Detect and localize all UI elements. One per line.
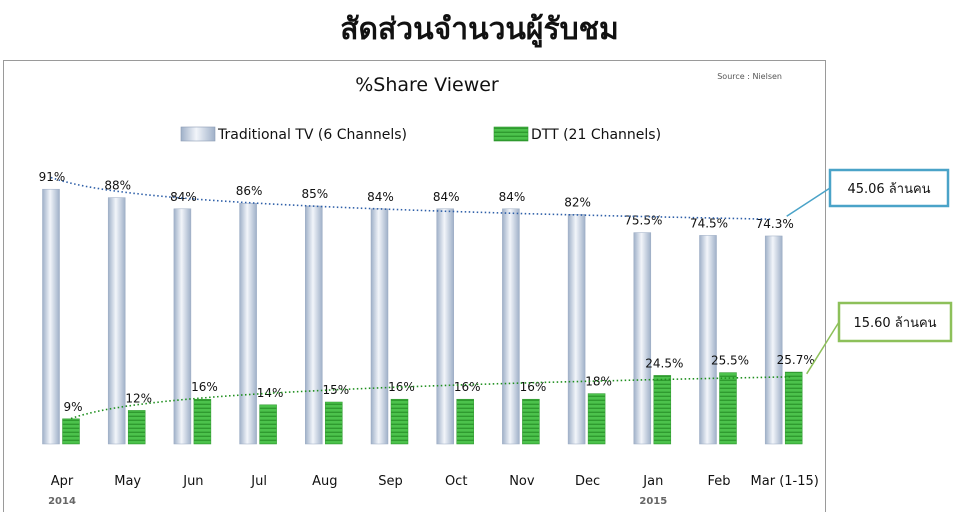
plot-area: 91%9%Apr88%12%May84%16%Jun86%14%Jul85%15… <box>39 170 819 507</box>
x-tick-label: Mar (1-15) <box>751 474 819 489</box>
data-label-traditional-tv: 82% <box>564 195 591 209</box>
data-label-traditional-tv: 74.5% <box>690 216 728 230</box>
bar-traditional-tv <box>567 214 586 445</box>
bar-dtt <box>719 372 737 445</box>
trend-line-traditional-tv <box>50 176 772 220</box>
bar-dtt <box>259 404 277 445</box>
bar-traditional-tv <box>502 208 520 445</box>
bar-traditional-tv <box>173 208 192 445</box>
x-tick-label: Sep <box>378 474 403 489</box>
share-viewer-chart: %Share Viewer Source : Nielsen Tradition… <box>39 72 819 507</box>
callout-text: 45.06 ล้านคน <box>847 182 930 197</box>
x-tick-label: Feb <box>707 474 730 489</box>
data-label-dtt: 12% <box>125 391 152 405</box>
callout-text: 15.60 ล้านคน <box>853 316 936 331</box>
data-label-dtt: 16% <box>191 380 218 394</box>
x-tick-label: Jul <box>250 474 267 489</box>
data-label-dtt: 15% <box>322 383 349 397</box>
data-label-dtt: 24.5% <box>645 356 683 370</box>
x-tick-label: Jan <box>642 474 663 489</box>
legend-swatch-traditional-tv <box>180 126 216 142</box>
data-label-traditional-tv: 88% <box>104 179 131 193</box>
data-label-dtt: 16% <box>454 380 481 394</box>
bar-dtt <box>62 418 80 445</box>
bar-traditional-tv <box>305 205 323 445</box>
data-label-traditional-tv: 86% <box>236 184 263 198</box>
bar-traditional-tv <box>239 202 257 445</box>
data-label-traditional-tv: 84% <box>367 190 394 204</box>
bar-traditional-tv <box>764 235 783 445</box>
x-tick-label: Dec <box>575 474 600 489</box>
bar-traditional-tv <box>370 208 389 445</box>
chart-title: %Share Viewer <box>355 74 499 96</box>
source-note: Source : Nielsen <box>717 72 782 81</box>
year-label: 2014 <box>48 496 76 507</box>
chart-frame: %Share Viewer Source : Nielsen Tradition… <box>3 60 826 512</box>
data-label-dtt: 25.5% <box>711 354 749 368</box>
page-title: สัดส่วนจำนวนผู้รับชม <box>340 12 619 47</box>
bar-traditional-tv <box>633 232 652 445</box>
legend-swatch-dtt <box>493 126 529 142</box>
x-tick-label: Jun <box>182 474 203 489</box>
x-tick-label: May <box>114 474 141 489</box>
x-tick-label: Aug <box>312 474 337 489</box>
data-label-traditional-tv: 84% <box>433 190 460 204</box>
data-label-traditional-tv: 84% <box>499 190 526 204</box>
bar-dtt <box>587 393 606 445</box>
callout-box <box>828 168 950 208</box>
legend-label-dtt: DTT (21 Channels) <box>531 127 661 143</box>
legend: Traditional TV (6 Channels) DTT (21 Chan… <box>180 126 661 143</box>
data-label-traditional-tv: 85% <box>301 187 328 201</box>
callout-box <box>837 301 953 343</box>
bar-dtt <box>522 398 540 445</box>
x-tick-label: Apr <box>51 474 74 489</box>
year-label: 2015 <box>639 496 667 507</box>
data-label-traditional-tv: 84% <box>170 190 197 204</box>
bar-dtt <box>127 410 146 445</box>
data-label-dtt: 25.7% <box>777 353 815 367</box>
bar-dtt <box>784 371 803 445</box>
bar-traditional-tv <box>436 208 454 445</box>
data-label-dtt: 9% <box>63 400 82 414</box>
bar-traditional-tv <box>42 188 60 445</box>
bar-dtt <box>456 398 474 445</box>
legend-label-traditional-tv: Traditional TV (6 Channels) <box>217 127 407 143</box>
data-label-dtt: 16% <box>520 380 547 394</box>
data-label-traditional-tv: 74.3% <box>756 217 794 231</box>
x-tick-label: Oct <box>445 474 467 489</box>
data-label-dtt: 18% <box>585 375 612 389</box>
bar-dtt <box>193 398 212 445</box>
bar-dtt <box>325 401 343 445</box>
bar-dtt <box>390 398 409 445</box>
x-tick-label: Nov <box>509 474 535 489</box>
bar-traditional-tv <box>107 197 126 445</box>
bar-traditional-tv <box>699 235 717 445</box>
bar-dtt <box>653 375 672 445</box>
